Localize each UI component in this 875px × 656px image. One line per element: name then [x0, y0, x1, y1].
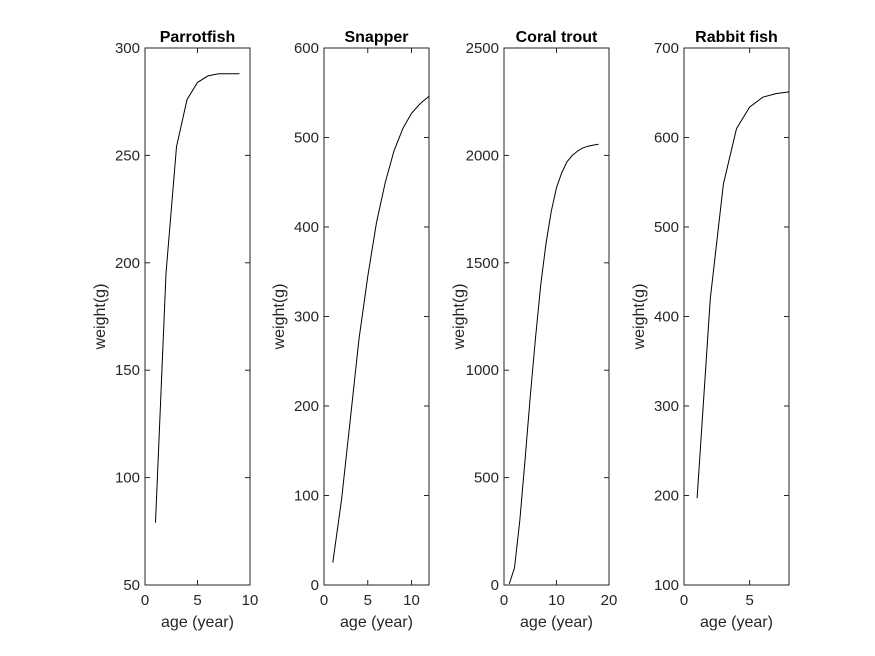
y-tick-label: 400: [294, 219, 319, 236]
y-axis-label: weight(g): [92, 284, 109, 351]
y-axis-label: weight(g): [451, 284, 468, 351]
y-tick-label: 250: [115, 147, 140, 164]
x-tick-label: 0: [500, 592, 508, 609]
y-tick-label: 500: [474, 470, 499, 487]
y-tick-label: 500: [294, 130, 319, 147]
x-tick-label: 5: [193, 592, 201, 609]
x-tick-label: 0: [680, 592, 688, 609]
y-tick-label: 0: [311, 577, 319, 594]
y-tick-label: 200: [294, 398, 319, 415]
y-tick-label: 100: [654, 577, 679, 594]
x-axis-label: age (year): [161, 614, 234, 631]
x-tick-label: 5: [364, 592, 372, 609]
y-tick-label: 600: [294, 40, 319, 57]
y-axis-label: weight(g): [271, 284, 288, 351]
axes-box: [144, 47, 251, 586]
y-tick-label: 1500: [466, 255, 499, 272]
chart-title: Coral trout: [516, 29, 598, 46]
y-tick-label: 2500: [466, 40, 499, 57]
x-tick-label: 10: [548, 592, 565, 609]
y-tick-label: 700: [654, 40, 679, 57]
axes-box: [683, 47, 790, 586]
x-axis-label: age (year): [340, 614, 413, 631]
y-tick-label: 50: [123, 577, 140, 594]
series-line: [696, 91, 790, 499]
x-tick-label: 20: [601, 592, 618, 609]
y-tick-label: 150: [115, 362, 140, 379]
x-tick-label: 5: [745, 592, 753, 609]
chart-title: Snapper: [344, 29, 408, 46]
series-line: [508, 143, 599, 585]
series-line: [155, 73, 240, 523]
y-tick-label: 2000: [466, 147, 499, 164]
chart-title: Rabbit fish: [695, 29, 778, 46]
y-tick-label: 600: [654, 130, 679, 147]
y-tick-label: 200: [115, 255, 140, 272]
y-tick-label: 400: [654, 309, 679, 326]
x-tick-label: 10: [242, 592, 259, 609]
x-axis-label: age (year): [700, 614, 773, 631]
y-axis-label: weight(g): [631, 284, 648, 351]
y-tick-label: 1000: [466, 362, 499, 379]
chart-panel-4: 100 200 300 400 500 600 700 0 5 Rabbit fish age (y…: [631, 29, 790, 631]
chart-panel-3: 0 500 1000 1500 2000 2500 0 10 20 Coral trout age …: [451, 29, 617, 631]
chart-panel-2: 0 100 200 300 400 500 600 0 5 10 Snapper age (year)…: [271, 29, 430, 631]
chart-title: Parrotfish: [160, 29, 236, 46]
y-tick-label: 300: [294, 309, 319, 326]
y-tick-label: 100: [294, 488, 319, 505]
y-tick-label: 300: [115, 40, 140, 57]
y-tick-label: 200: [654, 488, 679, 505]
y-tick-label: 300: [654, 398, 679, 415]
y-tick-label: 100: [115, 470, 140, 487]
axes-box: [503, 47, 610, 586]
y-tick-label: 500: [654, 219, 679, 236]
x-tick-label: 10: [403, 592, 420, 609]
series-line: [332, 95, 430, 563]
axes-box: [323, 47, 430, 586]
x-tick-label: 0: [141, 592, 149, 609]
y-tick-label: 0: [491, 577, 499, 594]
chart-panel-1: 50 100 150 200 250 300 0 5 10 Parrotfish age (year…: [92, 29, 258, 631]
x-axis-label: age (year): [520, 614, 593, 631]
x-tick-label: 0: [320, 592, 328, 609]
